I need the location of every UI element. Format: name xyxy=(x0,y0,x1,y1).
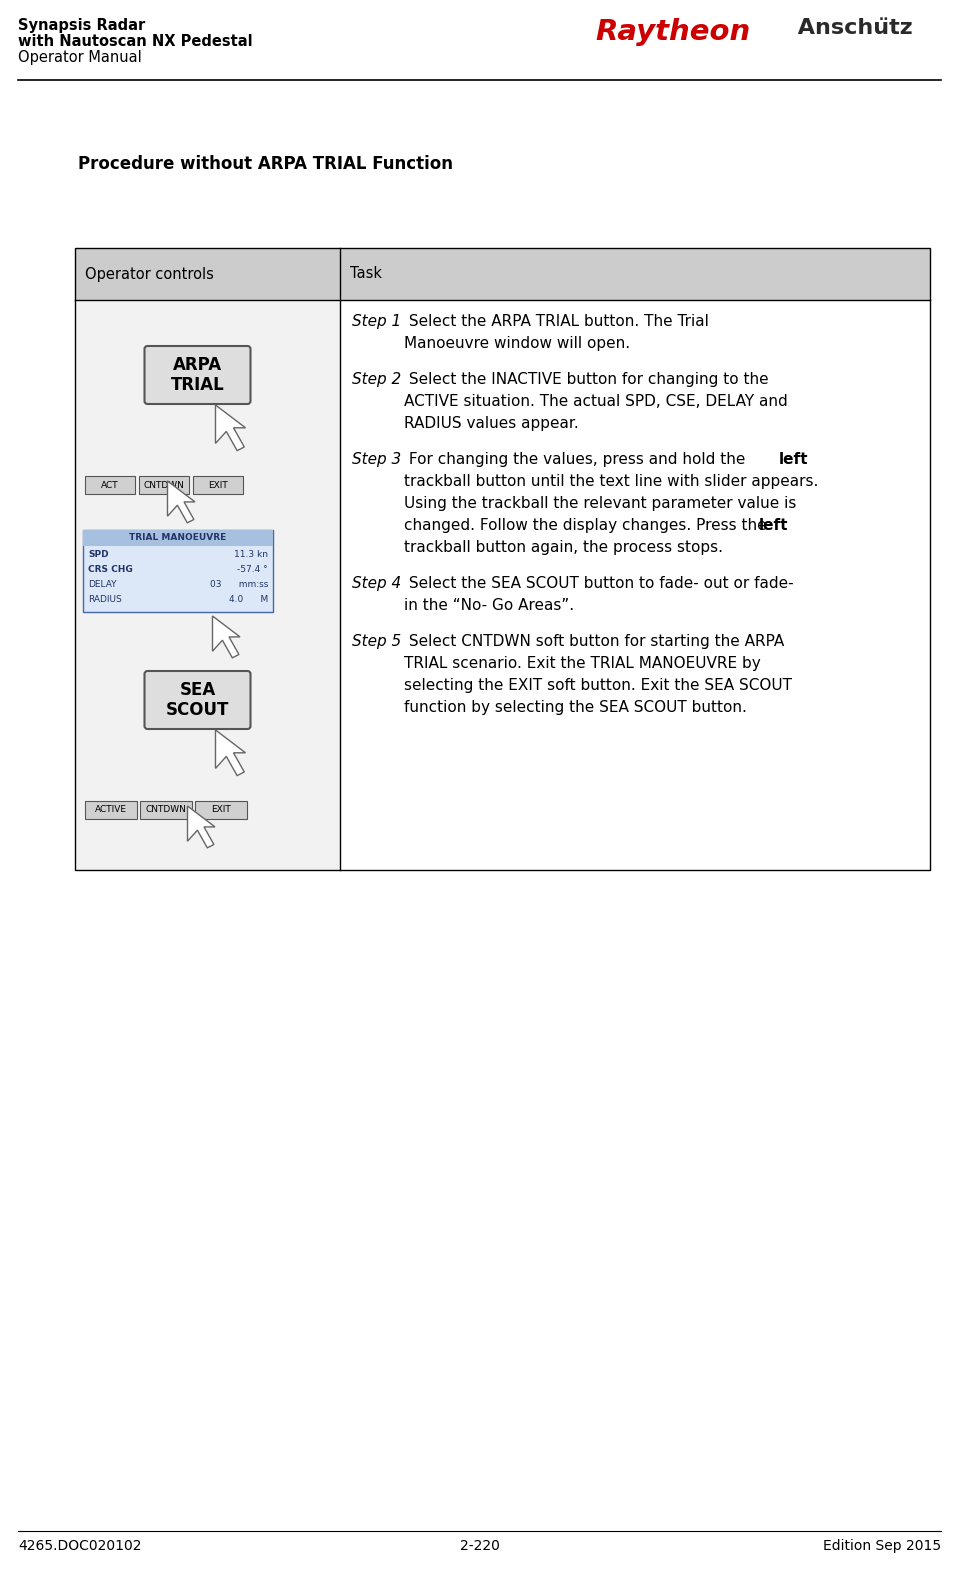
Text: 4265.DOC020102: 4265.DOC020102 xyxy=(18,1538,142,1553)
Text: Anschütz: Anschütz xyxy=(790,18,913,38)
Text: left: left xyxy=(779,452,808,468)
Text: Step 2: Step 2 xyxy=(352,372,401,387)
Bar xyxy=(195,800,247,819)
Text: Select the ARPA TRIAL button. The Trial: Select the ARPA TRIAL button. The Trial xyxy=(404,313,709,329)
Text: 2-220: 2-220 xyxy=(459,1538,500,1553)
Text: DELAY: DELAY xyxy=(88,581,116,589)
Text: Select the SEA SCOUT button to fade- out or fade-: Select the SEA SCOUT button to fade- out… xyxy=(404,576,794,590)
Bar xyxy=(139,476,189,493)
Text: Operator Manual: Operator Manual xyxy=(18,49,142,65)
Text: 03      mm:ss: 03 mm:ss xyxy=(210,581,268,589)
Text: EXIT: EXIT xyxy=(211,805,231,815)
Text: changed. Follow the display changes. Press the: changed. Follow the display changes. Pre… xyxy=(404,519,771,533)
Text: Step 4: Step 4 xyxy=(352,576,401,590)
Text: CNTDWN: CNTDWN xyxy=(146,805,186,815)
Text: Raytheon: Raytheon xyxy=(595,18,750,46)
Text: CNTDWN: CNTDWN xyxy=(144,480,184,490)
FancyBboxPatch shape xyxy=(145,345,250,404)
Bar xyxy=(140,800,192,819)
Text: -57.4 °: -57.4 ° xyxy=(238,565,268,574)
Text: Operator controls: Operator controls xyxy=(85,267,214,282)
Text: Synapsis Radar: Synapsis Radar xyxy=(18,18,145,33)
Bar xyxy=(83,530,273,546)
Bar xyxy=(340,301,930,870)
Text: Select CNTDWN soft button for starting the ARPA: Select CNTDWN soft button for starting t… xyxy=(404,633,784,649)
Text: For changing the values, press and hold the: For changing the values, press and hold … xyxy=(404,452,750,468)
Text: left: left xyxy=(759,519,788,533)
Text: in the “No- Go Areas”.: in the “No- Go Areas”. xyxy=(404,598,574,613)
Text: TRIAL scenario. Exit the TRIAL MANOEUVRE by: TRIAL scenario. Exit the TRIAL MANOEUVRE… xyxy=(404,655,760,671)
Bar xyxy=(193,476,243,493)
Text: Step 3: Step 3 xyxy=(352,452,401,468)
Bar xyxy=(75,248,930,870)
Text: selecting the EXIT soft button. Exit the SEA SCOUT: selecting the EXIT soft button. Exit the… xyxy=(404,678,792,694)
Polygon shape xyxy=(168,480,195,523)
Text: ACT: ACT xyxy=(102,480,119,490)
Text: ACTIVE situation. The actual SPD, CSE, DELAY and: ACTIVE situation. The actual SPD, CSE, D… xyxy=(404,395,787,409)
Text: ARPA
TRIAL: ARPA TRIAL xyxy=(171,356,224,395)
Text: RADIUS values appear.: RADIUS values appear. xyxy=(404,415,578,431)
Text: Procedure without ARPA TRIAL Function: Procedure without ARPA TRIAL Function xyxy=(78,154,453,173)
Text: Step 1: Step 1 xyxy=(352,313,401,329)
Polygon shape xyxy=(216,730,246,775)
Bar xyxy=(83,530,273,613)
FancyBboxPatch shape xyxy=(145,671,250,729)
Text: 11.3 kn: 11.3 kn xyxy=(234,550,268,558)
Bar xyxy=(85,476,135,493)
Text: Using the trackball the relevant parameter value is: Using the trackball the relevant paramet… xyxy=(404,496,796,511)
Text: RADIUS: RADIUS xyxy=(88,595,122,605)
Text: ACTIVE: ACTIVE xyxy=(95,805,127,815)
Polygon shape xyxy=(213,616,240,657)
Text: SPD: SPD xyxy=(88,550,108,558)
Text: function by selecting the SEA SCOUT button.: function by selecting the SEA SCOUT butt… xyxy=(404,700,747,714)
Text: Edition Sep 2015: Edition Sep 2015 xyxy=(823,1538,941,1553)
Text: TRIAL MANOEUVRE: TRIAL MANOEUVRE xyxy=(129,533,226,543)
Text: trackball button again, the process stops.: trackball button again, the process stop… xyxy=(404,539,723,555)
Text: trackball button until the text line with slider appears.: trackball button until the text line wit… xyxy=(404,474,818,488)
Text: with Nautoscan NX Pedestal: with Nautoscan NX Pedestal xyxy=(18,33,252,49)
Text: Manoeuvre window will open.: Manoeuvre window will open. xyxy=(404,336,630,352)
Text: 4.0      M: 4.0 M xyxy=(229,595,268,605)
Polygon shape xyxy=(216,406,246,450)
Bar xyxy=(75,301,340,870)
Text: Select the INACTIVE button for changing to the: Select the INACTIVE button for changing … xyxy=(404,372,768,387)
Text: EXIT: EXIT xyxy=(208,480,228,490)
Text: Step 5: Step 5 xyxy=(352,633,401,649)
Text: Task: Task xyxy=(350,267,382,282)
Bar xyxy=(85,800,137,819)
Bar xyxy=(75,248,930,301)
Polygon shape xyxy=(188,807,215,848)
Text: CRS CHG: CRS CHG xyxy=(88,565,132,574)
Text: SEA
SCOUT: SEA SCOUT xyxy=(166,681,229,719)
